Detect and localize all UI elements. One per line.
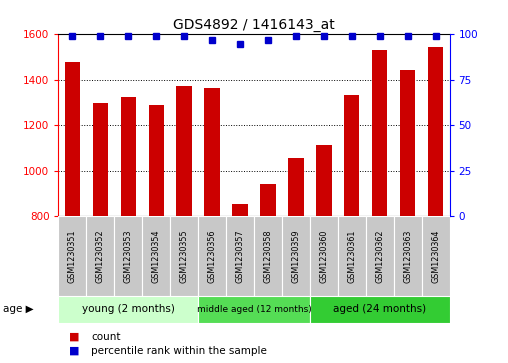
Text: GSM1230353: GSM1230353 bbox=[124, 229, 133, 283]
Bar bbox=[422, 216, 450, 296]
Bar bbox=[92, 102, 108, 216]
Text: GSM1230363: GSM1230363 bbox=[403, 229, 412, 283]
Bar bbox=[288, 158, 304, 216]
Text: ■: ■ bbox=[69, 332, 79, 342]
Bar bbox=[148, 105, 164, 216]
Text: GSM1230359: GSM1230359 bbox=[292, 229, 300, 283]
Bar bbox=[400, 70, 416, 216]
Text: age ▶: age ▶ bbox=[3, 305, 33, 314]
Text: percentile rank within the sample: percentile rank within the sample bbox=[91, 346, 267, 356]
Bar bbox=[120, 97, 136, 216]
Bar bbox=[260, 184, 276, 216]
Bar bbox=[198, 216, 226, 296]
Bar bbox=[204, 88, 220, 216]
Text: GSM1230358: GSM1230358 bbox=[264, 229, 272, 283]
Bar bbox=[86, 216, 114, 296]
Text: young (2 months): young (2 months) bbox=[82, 305, 175, 314]
Bar bbox=[170, 216, 198, 296]
Bar bbox=[316, 144, 332, 216]
Text: GSM1230357: GSM1230357 bbox=[236, 229, 244, 283]
Text: GSM1230356: GSM1230356 bbox=[208, 229, 216, 283]
Text: GSM1230362: GSM1230362 bbox=[375, 229, 384, 283]
Text: GSM1230355: GSM1230355 bbox=[180, 229, 188, 283]
Text: GSM1230360: GSM1230360 bbox=[320, 229, 328, 283]
Bar bbox=[65, 62, 80, 216]
Bar bbox=[282, 216, 310, 296]
Title: GDS4892 / 1416143_at: GDS4892 / 1416143_at bbox=[173, 18, 335, 32]
Bar bbox=[226, 216, 254, 296]
Bar bbox=[344, 95, 360, 216]
Bar bbox=[338, 216, 366, 296]
Bar bbox=[58, 296, 198, 323]
Bar bbox=[428, 47, 443, 216]
Text: middle aged (12 months): middle aged (12 months) bbox=[197, 305, 311, 314]
Text: GSM1230361: GSM1230361 bbox=[347, 229, 356, 283]
Text: GSM1230364: GSM1230364 bbox=[431, 229, 440, 283]
Text: aged (24 months): aged (24 months) bbox=[333, 305, 426, 314]
Bar bbox=[176, 86, 192, 216]
Bar bbox=[366, 216, 394, 296]
Text: GSM1230351: GSM1230351 bbox=[68, 229, 77, 283]
Bar bbox=[198, 296, 310, 323]
Bar bbox=[142, 216, 170, 296]
Text: ■: ■ bbox=[69, 346, 79, 356]
Bar bbox=[114, 216, 142, 296]
Bar bbox=[254, 216, 282, 296]
Text: GSM1230352: GSM1230352 bbox=[96, 229, 105, 283]
Bar bbox=[310, 296, 450, 323]
Bar bbox=[310, 216, 338, 296]
Text: count: count bbox=[91, 332, 121, 342]
Bar bbox=[58, 216, 86, 296]
Text: GSM1230354: GSM1230354 bbox=[152, 229, 161, 283]
Bar bbox=[372, 50, 388, 216]
Bar bbox=[232, 204, 248, 216]
Bar bbox=[394, 216, 422, 296]
